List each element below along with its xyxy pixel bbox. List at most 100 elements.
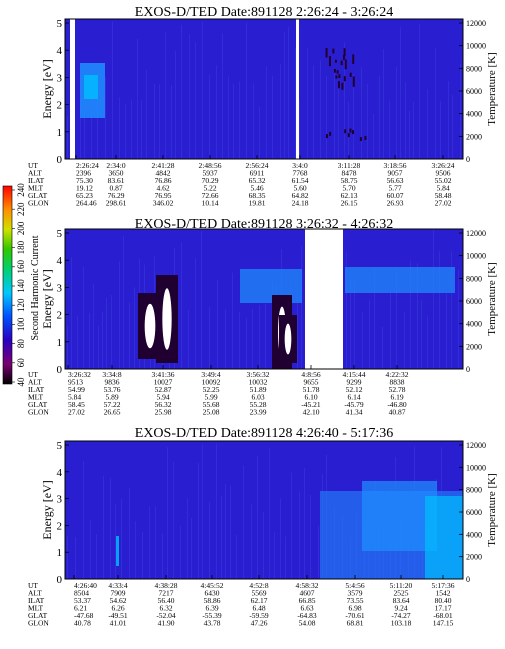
orbit-cell: 9513 <box>68 378 83 387</box>
temperature-tick-label: 8000 <box>466 486 482 495</box>
orbit-cell: 54.99 <box>68 385 85 394</box>
spectrogram-streak <box>280 63 281 159</box>
colorbar-tick-label: 160 <box>16 260 26 274</box>
plot-frame <box>64 18 464 160</box>
orbit-cell: 5:4:56 <box>345 581 364 590</box>
spectrogram-streak <box>106 297 107 369</box>
spectrogram-streak <box>295 47 296 160</box>
spectrogram-streak <box>173 461 174 579</box>
spectrogram-streak <box>304 468 305 579</box>
spectrogram-streak <box>417 263 418 369</box>
spectrogram-streak <box>266 66 267 159</box>
orbit-cell: 68.81 <box>347 619 364 628</box>
orbit-cell: 52.12 <box>346 385 363 394</box>
spectrogram-streak <box>91 92 92 159</box>
orbit-cell: 41.90 <box>158 619 175 628</box>
saturated-flux-patch <box>284 323 292 355</box>
spectrogram-streak <box>427 316 428 369</box>
intense-flux-patch <box>359 137 362 142</box>
spectrogram-streak <box>452 94 453 159</box>
energy-tick-label: 3 <box>57 72 63 84</box>
orbit-cell: 56.32 <box>155 400 172 409</box>
spectrogram-streak <box>239 81 240 159</box>
spectrogram-features <box>116 481 463 579</box>
orbit-cell: 4:33:4 <box>108 581 127 590</box>
orbit-cell: 5.70 <box>342 184 355 193</box>
orbit-row-label: MLT <box>28 604 44 613</box>
spectrogram-streak <box>284 31 285 160</box>
orbit-cell: 25.08 <box>203 408 220 417</box>
orbit-cell: 8504 <box>74 589 89 598</box>
spectrogram-streak <box>123 236 124 369</box>
spectrogram-streak <box>149 506 150 579</box>
orbit-cell: 6430 <box>205 589 220 598</box>
spectrogram-streak <box>433 229 434 369</box>
orbit-cell: -70.61 <box>345 611 365 620</box>
spectrogram-streak <box>435 48 436 159</box>
orbit-cell: 3:26:24 <box>432 161 455 170</box>
temperature-axis: 0 2000 4000 6000 8000 10000 12000 Temperature [… <box>459 229 498 374</box>
orbit-cell: 41.01 <box>110 619 127 628</box>
orbit-row-label: ALT <box>28 378 42 387</box>
orbit-cell: 10027 <box>154 378 173 387</box>
orbit-cell: 4:8:56 <box>301 370 320 379</box>
panel-title: EXOS-D/TED Date:891128 3:26:32 - 4:26:32 <box>135 217 393 232</box>
spectrogram-streak <box>297 270 298 369</box>
orbit-cell: 1542 <box>436 589 451 598</box>
orbit-cell: 6911 <box>250 169 265 178</box>
orbit-cell: -49.51 <box>108 611 128 620</box>
orbit-row-label: GLON <box>28 619 49 628</box>
spectrogram-streak <box>353 74 354 159</box>
energy-tick-label: 3 <box>57 494 63 506</box>
spectrogram-streak <box>232 272 233 369</box>
colorbar-label: Second Harmonic Current <box>30 235 41 340</box>
spectrogram-streak <box>396 269 397 369</box>
orbit-cell: 3:34:8 <box>102 370 121 379</box>
orbit-cell: 80.40 <box>435 596 452 605</box>
enhanced-flux-region <box>362 481 437 551</box>
spectrogram-streak <box>198 463 199 579</box>
spectrogram-streak <box>83 461 84 579</box>
spectrogram-streak <box>189 34 190 159</box>
spectrogram-streak <box>119 97 120 159</box>
spectrogram-streak <box>409 110 410 159</box>
orbit-cell: 7768 <box>293 169 308 178</box>
time-axis <box>67 365 398 369</box>
spectrogram-streak <box>451 251 452 369</box>
orbit-cell: 5.46 <box>250 184 263 193</box>
orbit-cell: 5.84 <box>68 393 81 402</box>
colorbar-tick-label: 40 <box>16 377 26 387</box>
orbit-cell: -52.04 <box>156 611 176 620</box>
orbit-cell: 61.54 <box>292 176 309 185</box>
orbit-cell: 9299 <box>347 378 362 387</box>
orbit-cell: 2:34:0 <box>106 161 125 170</box>
orbit-cell: 54.08 <box>299 619 316 628</box>
orbit-cell: 4:22:32 <box>386 370 409 379</box>
orbit-cell: 4:52:8 <box>249 581 268 590</box>
spectrogram-features <box>80 47 367 142</box>
orbit-cell: 5:11:20 <box>390 581 413 590</box>
spectrogram-streak <box>427 89 428 159</box>
energy-tick-label: 0 <box>57 154 63 166</box>
spectrogram-streak <box>253 83 254 159</box>
spectrogram-streak <box>251 503 252 579</box>
intense-flux-patch <box>335 75 338 79</box>
orbit-cell: 4842 <box>156 169 171 178</box>
spectrogram-streak <box>180 525 181 579</box>
intense-flux-patch <box>347 133 350 138</box>
spectrogram-streak <box>75 537 76 579</box>
enhanced-flux-region <box>240 269 302 303</box>
orbit-parameter-table: UT 3:26:32 3:34:8 3:41:36 3:49:4 3:56:32 4:8:5… <box>28 370 409 417</box>
colorbar-tick-label: 80 <box>16 339 26 349</box>
orbit-cell: 3:49:4 <box>201 370 220 379</box>
energy-tick-label: 0 <box>57 574 63 586</box>
time-axis <box>73 575 444 579</box>
orbit-cell: 58.86 <box>204 596 221 605</box>
temperature-tick-label: 0 <box>466 365 470 374</box>
orbit-cell: 62.17 <box>251 596 268 605</box>
colorbar-ramp <box>2 185 13 385</box>
spectrogram-streak <box>344 42 345 159</box>
spectrogram-streak <box>228 76 229 159</box>
temperature-tick-label: 4000 <box>466 320 482 329</box>
spectrogram-streak <box>96 534 97 579</box>
